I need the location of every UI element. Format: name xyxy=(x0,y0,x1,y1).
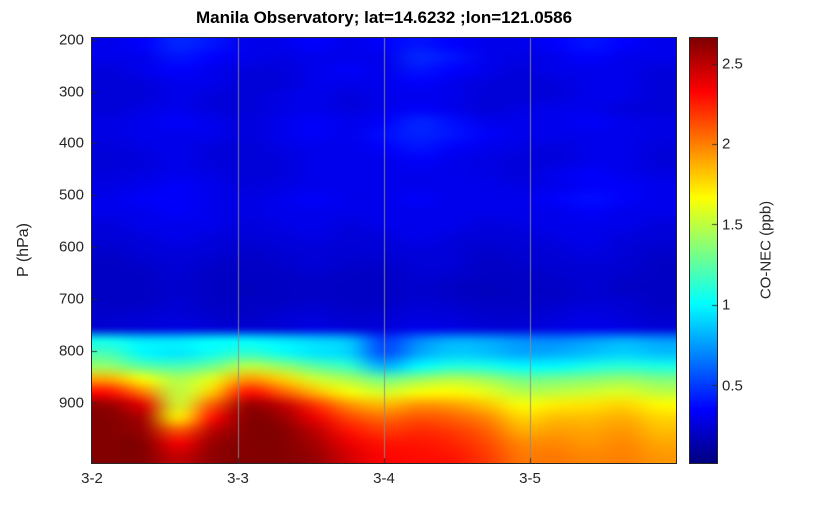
y-tick-label: 400 xyxy=(58,134,84,152)
colorbar-tick-label: 2 xyxy=(722,135,731,153)
chart-title: Manila Observatory; lat=14.6232 ;lon=121… xyxy=(195,8,573,27)
y-tick-label: 900 xyxy=(58,394,84,412)
y-tick-label: 200 xyxy=(58,31,84,49)
colorbar-tick-label: 1 xyxy=(722,296,731,314)
colorbar-gradient xyxy=(690,38,717,463)
y-tick-label: 500 xyxy=(58,186,84,204)
y-axis-label: P (hPa) xyxy=(15,223,32,277)
y-tick-label: 700 xyxy=(58,290,84,308)
colorbar-tick-label: 1.5 xyxy=(722,216,743,234)
colorbar xyxy=(689,37,718,464)
colorbar-label: CO-NEC (ppb) xyxy=(757,200,775,300)
plot-area xyxy=(91,37,677,464)
colorbar-tick-label: 2.5 xyxy=(722,55,743,73)
y-tick-label: 300 xyxy=(58,83,84,100)
x-tick-label: 3-5 xyxy=(519,470,541,487)
y-tick-label: 600 xyxy=(58,238,84,256)
y-tick-label: 800 xyxy=(58,342,84,360)
x-tick-label: 3-3 xyxy=(227,470,249,487)
x-tick-label: 3-4 xyxy=(373,470,395,487)
heatmap-canvas xyxy=(92,38,676,463)
colorbar-tick-label: 0.5 xyxy=(722,377,743,395)
x-tick-label: 3-2 xyxy=(81,470,103,487)
